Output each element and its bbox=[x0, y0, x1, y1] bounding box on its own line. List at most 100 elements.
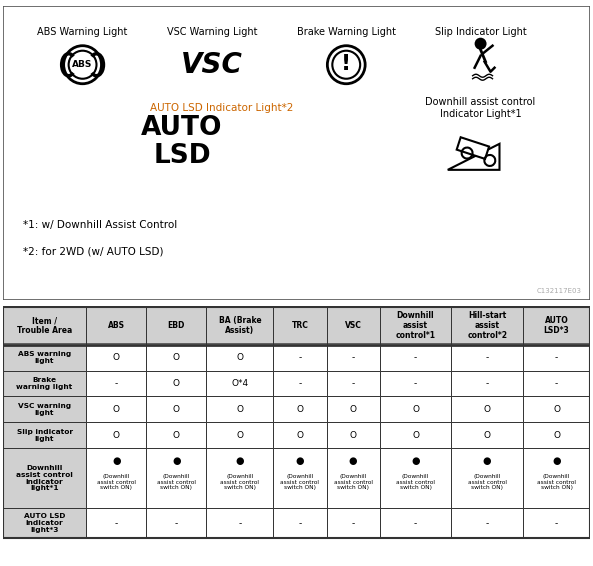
Bar bbox=[380, 371, 451, 396]
Text: O: O bbox=[553, 405, 560, 414]
Bar bbox=[3, 307, 86, 345]
Text: O: O bbox=[113, 431, 120, 440]
Text: -: - bbox=[175, 519, 178, 528]
Text: TRC: TRC bbox=[292, 321, 308, 330]
Text: Downhill
assist
control*1: Downhill assist control*1 bbox=[396, 311, 435, 340]
Text: -: - bbox=[555, 379, 558, 388]
Text: O: O bbox=[484, 431, 490, 440]
Text: (Downhill
assist control
switch ON): (Downhill assist control switch ON) bbox=[468, 474, 506, 490]
Text: Slip Indicator Light: Slip Indicator Light bbox=[435, 27, 527, 37]
Text: ABS: ABS bbox=[108, 321, 125, 330]
Text: ABS Warning Light: ABS Warning Light bbox=[37, 27, 127, 37]
Bar bbox=[146, 307, 206, 345]
Text: C132117E03: C132117E03 bbox=[537, 288, 582, 294]
Text: ●: ● bbox=[349, 456, 358, 466]
Bar bbox=[206, 422, 273, 448]
Text: Slip indicator
light: Slip indicator light bbox=[17, 429, 72, 442]
Bar bbox=[380, 448, 451, 508]
Text: (Downhill
assist control
switch ON): (Downhill assist control switch ON) bbox=[334, 474, 372, 490]
Text: -: - bbox=[238, 519, 241, 528]
Bar bbox=[206, 307, 273, 345]
Text: EBD: EBD bbox=[168, 321, 185, 330]
Text: O: O bbox=[296, 405, 304, 414]
Text: ●: ● bbox=[296, 456, 304, 466]
Text: -: - bbox=[298, 519, 302, 528]
Text: -: - bbox=[486, 353, 489, 362]
Text: Hill-start
assist
control*2: Hill-start assist control*2 bbox=[467, 311, 507, 340]
Text: O: O bbox=[412, 431, 419, 440]
Bar bbox=[327, 307, 380, 345]
Bar bbox=[327, 508, 380, 538]
Text: O: O bbox=[173, 353, 180, 362]
Text: O: O bbox=[296, 431, 304, 440]
Text: O: O bbox=[113, 353, 120, 362]
Text: -: - bbox=[414, 353, 417, 362]
Text: O: O bbox=[237, 353, 243, 362]
Bar bbox=[523, 307, 590, 345]
Text: O: O bbox=[350, 405, 356, 414]
Bar bbox=[273, 396, 327, 422]
Text: ●: ● bbox=[552, 456, 561, 466]
Text: (Downhill
assist control
switch ON): (Downhill assist control switch ON) bbox=[396, 474, 435, 490]
Text: ●: ● bbox=[172, 456, 180, 466]
Text: O: O bbox=[412, 405, 419, 414]
Text: ●: ● bbox=[235, 456, 244, 466]
Text: O: O bbox=[237, 405, 243, 414]
Bar bbox=[273, 307, 327, 345]
Bar bbox=[3, 448, 86, 508]
Text: AUTO LSD Indicator Light*2: AUTO LSD Indicator Light*2 bbox=[150, 103, 294, 113]
Bar bbox=[327, 448, 380, 508]
Text: Downhill assist control
Indicator Light*1: Downhill assist control Indicator Light*… bbox=[425, 97, 535, 118]
Bar bbox=[451, 448, 523, 508]
Text: BA (Brake
Assist): BA (Brake Assist) bbox=[219, 316, 261, 335]
Text: Item /
Trouble Area: Item / Trouble Area bbox=[17, 316, 72, 335]
Text: (Downhill
assist control
switch ON): (Downhill assist control switch ON) bbox=[221, 474, 259, 490]
Bar bbox=[327, 345, 380, 371]
Bar bbox=[273, 448, 327, 508]
Text: O: O bbox=[553, 431, 560, 440]
Text: (Downhill
assist control
switch ON): (Downhill assist control switch ON) bbox=[97, 474, 136, 490]
Text: AUTO
LSD*3: AUTO LSD*3 bbox=[544, 316, 569, 335]
Bar bbox=[523, 345, 590, 371]
Text: VSC Warning Light: VSC Warning Light bbox=[167, 27, 257, 37]
Text: O: O bbox=[350, 431, 356, 440]
Bar bbox=[380, 307, 451, 345]
Text: VSC: VSC bbox=[181, 51, 243, 79]
Bar bbox=[380, 422, 451, 448]
Text: -: - bbox=[114, 379, 118, 388]
Text: *1: w/ Downhill Assist Control: *1: w/ Downhill Assist Control bbox=[23, 220, 177, 230]
Bar bbox=[451, 508, 523, 538]
Text: -: - bbox=[414, 519, 417, 528]
Text: -: - bbox=[486, 379, 489, 388]
Text: VSC: VSC bbox=[345, 321, 362, 330]
Text: O: O bbox=[113, 405, 120, 414]
Bar bbox=[380, 345, 451, 371]
Bar bbox=[146, 508, 206, 538]
Text: ABS warning
light: ABS warning light bbox=[18, 351, 71, 364]
Bar bbox=[86, 448, 146, 508]
Text: ●: ● bbox=[412, 456, 420, 466]
Text: ABS: ABS bbox=[72, 60, 93, 69]
FancyBboxPatch shape bbox=[457, 138, 489, 159]
Bar bbox=[3, 345, 86, 371]
Bar bbox=[380, 508, 451, 538]
Text: O: O bbox=[484, 405, 490, 414]
Text: O: O bbox=[173, 379, 180, 388]
Text: (Downhill
assist control
switch ON): (Downhill assist control switch ON) bbox=[157, 474, 196, 490]
Bar bbox=[3, 508, 86, 538]
Bar bbox=[3, 307, 590, 538]
Bar bbox=[86, 422, 146, 448]
Bar bbox=[86, 396, 146, 422]
Bar bbox=[451, 345, 523, 371]
Bar bbox=[3, 396, 86, 422]
Bar bbox=[523, 448, 590, 508]
Bar bbox=[86, 371, 146, 396]
Text: (Downhill
assist control
switch ON): (Downhill assist control switch ON) bbox=[537, 474, 576, 490]
Text: -: - bbox=[352, 519, 355, 528]
Text: O: O bbox=[173, 431, 180, 440]
Bar bbox=[206, 448, 273, 508]
Bar bbox=[86, 508, 146, 538]
Bar bbox=[146, 371, 206, 396]
Bar bbox=[273, 345, 327, 371]
Bar bbox=[523, 371, 590, 396]
